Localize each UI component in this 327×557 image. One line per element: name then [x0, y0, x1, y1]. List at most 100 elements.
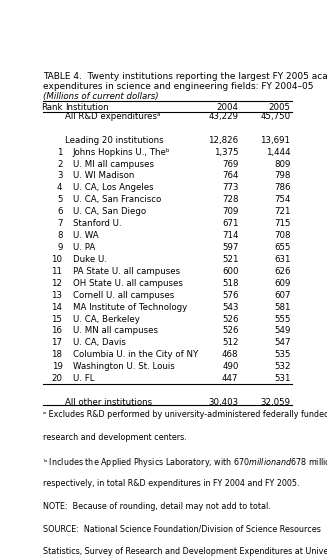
Text: 512: 512 — [222, 339, 239, 348]
Text: 609: 609 — [274, 279, 290, 288]
Text: 655: 655 — [274, 243, 290, 252]
Text: U. MN all campuses: U. MN all campuses — [73, 326, 158, 335]
Text: U. WA: U. WA — [73, 231, 98, 240]
Text: 3: 3 — [57, 172, 62, 180]
Text: U. CA, San Diego: U. CA, San Diego — [73, 207, 146, 216]
Text: 773: 773 — [222, 183, 239, 192]
Text: 754: 754 — [274, 196, 290, 204]
Text: 468: 468 — [222, 350, 239, 359]
Text: 2: 2 — [57, 159, 62, 169]
Text: 764: 764 — [222, 172, 239, 180]
Text: 9: 9 — [57, 243, 62, 252]
Text: 721: 721 — [274, 207, 290, 216]
Text: 43,229: 43,229 — [209, 112, 239, 121]
Text: expenditures in science and engineering fields: FY 2004–05: expenditures in science and engineering … — [43, 82, 314, 91]
Text: Statistics, Survey of Research and Development Expenditures at Universities: Statistics, Survey of Research and Devel… — [43, 548, 327, 556]
Text: 728: 728 — [222, 196, 239, 204]
Text: Washington U. St. Louis: Washington U. St. Louis — [73, 362, 174, 372]
Text: 12: 12 — [51, 279, 62, 288]
Text: 526: 526 — [222, 315, 239, 324]
Text: 18: 18 — [51, 350, 62, 359]
Text: Institution: Institution — [65, 103, 109, 112]
Text: U. PA: U. PA — [73, 243, 95, 252]
Text: (Millions of current dollars): (Millions of current dollars) — [43, 92, 159, 101]
Text: U. CA, Berkeley: U. CA, Berkeley — [73, 315, 139, 324]
Text: U. MI all campuses: U. MI all campuses — [73, 159, 154, 169]
Text: Cornell U. all campuses: Cornell U. all campuses — [73, 291, 174, 300]
Text: 10: 10 — [51, 255, 62, 264]
Text: 535: 535 — [274, 350, 290, 359]
Text: respectively, in total R&D expenditures in FY 2004 and FY 2005.: respectively, in total R&D expenditures … — [43, 479, 300, 488]
Text: 714: 714 — [222, 231, 239, 240]
Text: ᵃ Excludes R&D performed by university-administered federally funded: ᵃ Excludes R&D performed by university-a… — [43, 410, 327, 419]
Text: 17: 17 — [51, 339, 62, 348]
Text: OH State U. all campuses: OH State U. all campuses — [73, 279, 182, 288]
Text: 809: 809 — [274, 159, 290, 169]
Text: 631: 631 — [274, 255, 290, 264]
Text: 2005: 2005 — [268, 103, 290, 112]
Text: All other institutions: All other institutions — [65, 398, 152, 407]
Text: 708: 708 — [274, 231, 290, 240]
Text: U. CA, San Francisco: U. CA, San Francisco — [73, 196, 161, 204]
Text: 4: 4 — [57, 183, 62, 192]
Text: SOURCE:  National Science Foundation/Division of Science Resources: SOURCE: National Science Foundation/Divi… — [43, 525, 321, 534]
Text: 2004: 2004 — [216, 103, 239, 112]
Text: 581: 581 — [274, 302, 290, 312]
Text: 786: 786 — [274, 183, 290, 192]
Text: 709: 709 — [222, 207, 239, 216]
Text: 532: 532 — [274, 362, 290, 372]
Text: 555: 555 — [274, 315, 290, 324]
Text: ᵇ Includes the Applied Physics Laboratory, with $670 million and $678 million,: ᵇ Includes the Applied Physics Laborator… — [43, 456, 327, 469]
Text: 490: 490 — [222, 362, 239, 372]
Text: NOTE:  Because of rounding, detail may not add to total.: NOTE: Because of rounding, detail may no… — [43, 502, 271, 511]
Text: 607: 607 — [274, 291, 290, 300]
Text: 16: 16 — [51, 326, 62, 335]
Text: 549: 549 — [274, 326, 290, 335]
Text: 14: 14 — [51, 302, 62, 312]
Text: Duke U.: Duke U. — [73, 255, 107, 264]
Text: 6: 6 — [57, 207, 62, 216]
Text: 8: 8 — [57, 231, 62, 240]
Text: 45,750: 45,750 — [260, 112, 290, 121]
Text: 447: 447 — [222, 374, 239, 383]
Text: 7: 7 — [57, 219, 62, 228]
Text: research and development centers.: research and development centers. — [43, 433, 187, 442]
Text: 12,826: 12,826 — [208, 136, 239, 145]
Text: U. CA, Davis: U. CA, Davis — [73, 339, 126, 348]
Text: 30,403: 30,403 — [208, 398, 239, 407]
Text: 547: 547 — [274, 339, 290, 348]
Text: 597: 597 — [222, 243, 239, 252]
Text: 798: 798 — [274, 172, 290, 180]
Text: 518: 518 — [222, 279, 239, 288]
Text: Stanford U.: Stanford U. — [73, 219, 121, 228]
Text: 1,444: 1,444 — [266, 148, 290, 157]
Text: 13: 13 — [51, 291, 62, 300]
Text: 5: 5 — [57, 196, 62, 204]
Text: 626: 626 — [274, 267, 290, 276]
Text: 1: 1 — [57, 148, 62, 157]
Text: 543: 543 — [222, 302, 239, 312]
Text: Columbia U. in the City of NY: Columbia U. in the City of NY — [73, 350, 198, 359]
Text: Johns Hopkins U., Theᵇ: Johns Hopkins U., Theᵇ — [73, 148, 170, 157]
Text: 521: 521 — [222, 255, 239, 264]
Text: 600: 600 — [222, 267, 239, 276]
Text: 13,691: 13,691 — [261, 136, 290, 145]
Text: 11: 11 — [51, 267, 62, 276]
Text: U. CA, Los Angeles: U. CA, Los Angeles — [73, 183, 153, 192]
Text: 32,059: 32,059 — [261, 398, 290, 407]
Text: 19: 19 — [52, 362, 62, 372]
Text: 526: 526 — [222, 326, 239, 335]
Text: 20: 20 — [51, 374, 62, 383]
Text: MA Institute of Technology: MA Institute of Technology — [73, 302, 187, 312]
Text: 531: 531 — [274, 374, 290, 383]
Text: TABLE 4.  Twenty institutions reporting the largest FY 2005 academic R&D: TABLE 4. Twenty institutions reporting t… — [43, 72, 327, 81]
Text: Rank: Rank — [41, 103, 62, 112]
Text: PA State U. all campuses: PA State U. all campuses — [73, 267, 180, 276]
Text: 15: 15 — [51, 315, 62, 324]
Text: 576: 576 — [222, 291, 239, 300]
Text: Leading 20 institutions: Leading 20 institutions — [65, 136, 164, 145]
Text: U. FL: U. FL — [73, 374, 94, 383]
Text: All R&D expendituresᵃ: All R&D expendituresᵃ — [65, 112, 160, 121]
Text: 769: 769 — [222, 159, 239, 169]
Text: 671: 671 — [222, 219, 239, 228]
